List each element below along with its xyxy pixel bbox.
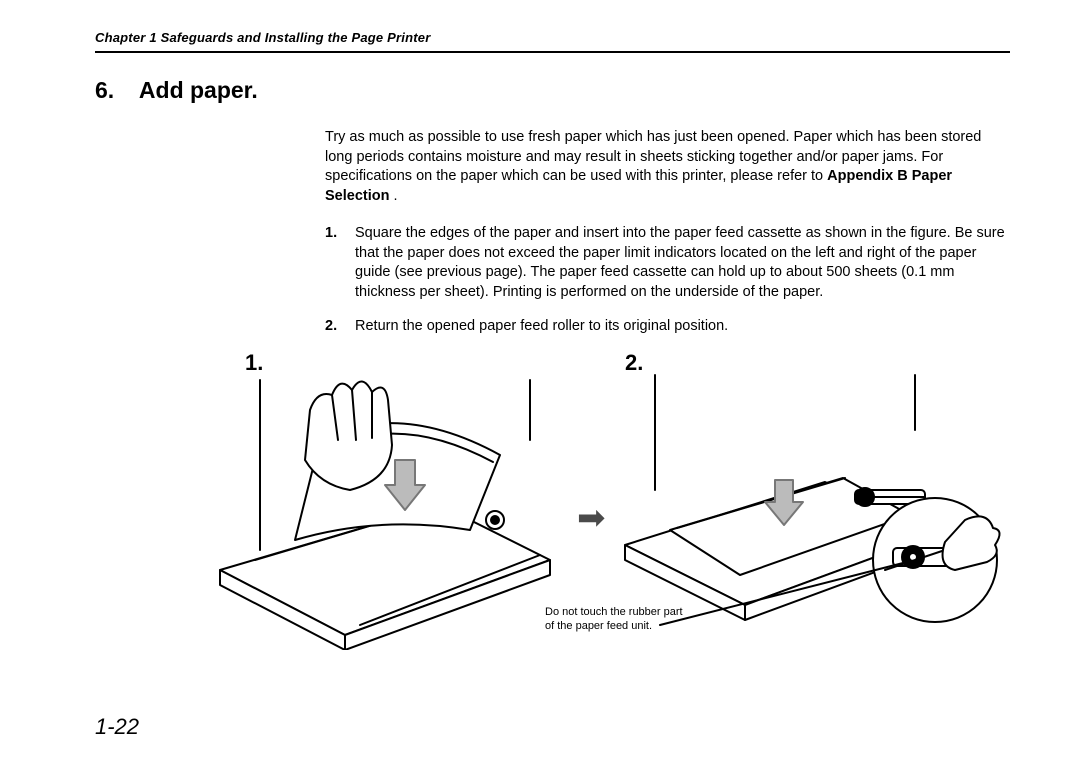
step-number: 1.	[325, 224, 355, 302]
figure-1-illustration	[200, 370, 560, 650]
list-item: 1. Square the edges of the paper and ins…	[325, 224, 1010, 302]
section-heading: 6. Add paper.	[95, 77, 1010, 104]
intro-paragraph: Try as much as possible to use fresh pap…	[325, 128, 1010, 206]
page-number: 1-22	[95, 714, 139, 740]
section-number: 6.	[95, 77, 114, 103]
header-rule	[95, 51, 1010, 53]
step-number: 2.	[325, 317, 355, 337]
running-header: Chapter 1 Safeguards and Installing the …	[95, 30, 1010, 45]
step-text: Return the opened paper feed roller to i…	[355, 317, 1010, 337]
section-title-text: Add paper.	[139, 77, 258, 103]
sequence-arrow-icon: ➡	[577, 498, 606, 538]
manual-page: Chapter 1 Safeguards and Installing the …	[0, 0, 1080, 764]
step-list: 1. Square the edges of the paper and ins…	[325, 224, 1010, 336]
step-text: Square the edges of the paper and insert…	[355, 224, 1010, 302]
list-item: 2. Return the opened paper feed roller t…	[325, 317, 1010, 337]
callout-line-2: of the paper feed unit.	[545, 620, 652, 632]
figure-callout: Do not touch the rubber part of the pape…	[545, 606, 683, 634]
figure-area: 1. 2.	[95, 350, 1010, 660]
intro-text-2: .	[394, 188, 398, 204]
callout-line-1: Do not touch the rubber part	[545, 606, 683, 618]
